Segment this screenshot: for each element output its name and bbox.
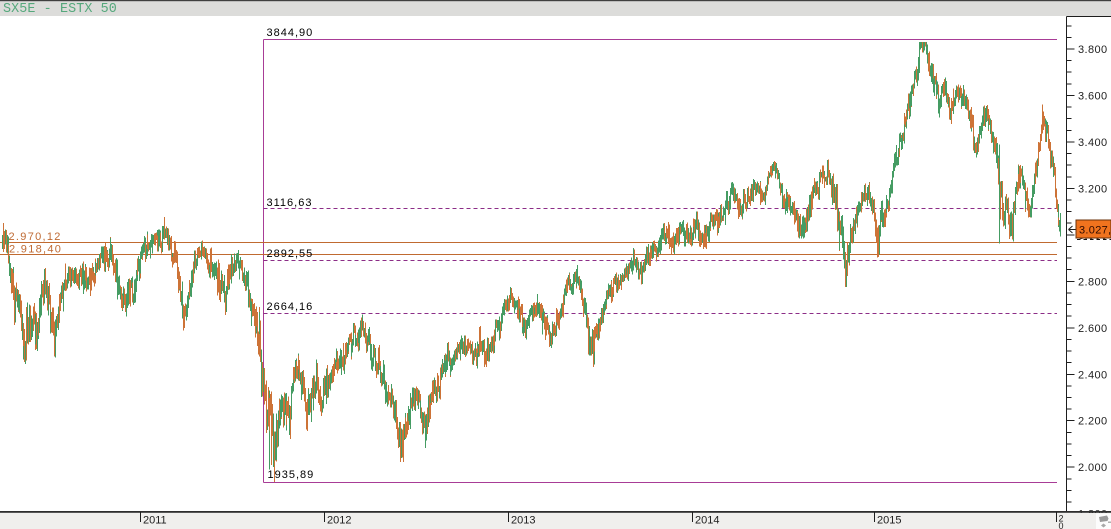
- svg-text:2.000: 2.000: [1078, 462, 1108, 474]
- svg-text:2015: 2015: [877, 515, 901, 527]
- svg-text:3844,90: 3844,90: [267, 27, 314, 39]
- svg-text:2.400: 2.400: [1078, 369, 1108, 381]
- svg-text:2: 2: [1059, 514, 1064, 524]
- svg-text:0: 0: [1059, 521, 1064, 529]
- svg-text:3.400: 3.400: [1078, 137, 1108, 149]
- svg-text:2892,55: 2892,55: [267, 248, 314, 260]
- svg-text:3.600: 3.600: [1078, 91, 1108, 103]
- svg-text:2014: 2014: [695, 515, 719, 527]
- svg-text:2.200: 2.200: [1078, 416, 1108, 428]
- svg-text:SX5E - ESTX 50: SX5E - ESTX 50: [3, 2, 117, 17]
- svg-text:2.800: 2.800: [1078, 276, 1108, 288]
- svg-text:3.800: 3.800: [1078, 44, 1108, 56]
- svg-text:2.600: 2.600: [1078, 323, 1108, 335]
- svg-text:3.200: 3.200: [1078, 183, 1108, 195]
- svg-text:2013: 2013: [511, 515, 535, 527]
- svg-text:2.970,12: 2.970,12: [9, 231, 62, 243]
- svg-text:2012: 2012: [327, 515, 351, 527]
- svg-text:3116,63: 3116,63: [267, 197, 313, 209]
- svg-text:2664,16: 2664,16: [267, 301, 314, 313]
- svg-text:1935,89: 1935,89: [268, 469, 315, 481]
- svg-text:3.027,1: 3.027,1: [1079, 225, 1111, 237]
- svg-text:2011: 2011: [143, 515, 167, 527]
- svg-text:2.918,40: 2.918,40: [9, 244, 62, 256]
